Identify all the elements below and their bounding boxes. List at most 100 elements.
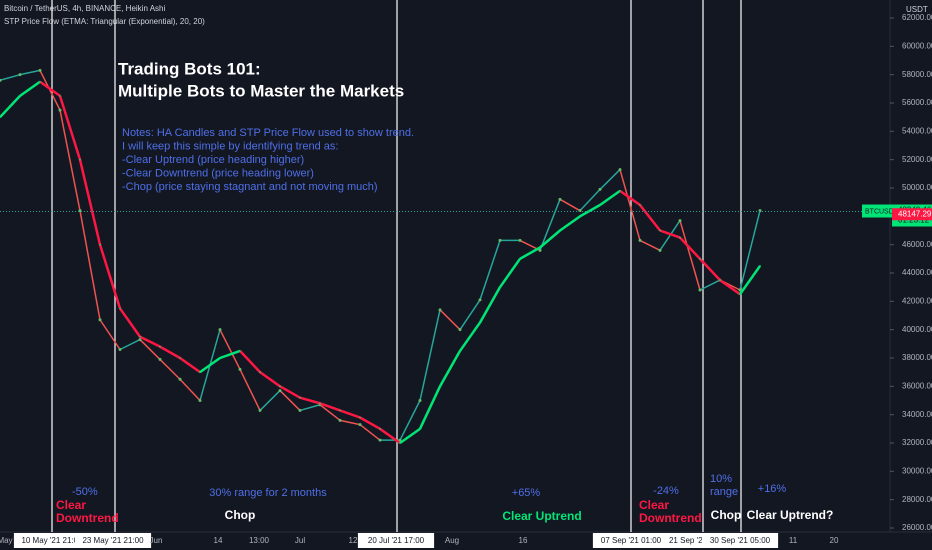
x-tick-label: 20 Jul '21 17:00 [368,536,425,545]
flow-segment [579,203,601,218]
point [719,279,721,281]
point [419,428,421,430]
y-tick-label: 36000.00 [902,381,932,390]
price-segment [119,338,141,351]
point [759,265,761,267]
flow-segment [699,257,721,281]
x-label-box [357,533,435,548]
point [219,357,221,359]
point [299,396,301,399]
price-segment [679,220,701,291]
flow-segment [118,307,142,338]
flow-segment [679,236,701,260]
flow-segment [639,204,661,232]
y-tick-label: 46000.00 [902,240,932,249]
x-tick-label: 07 Sep '21 01:00 [601,536,662,545]
price-segment [599,169,621,190]
y-tick-label: 44000.00 [902,268,932,277]
flow-segment [659,229,681,239]
flow-tag [892,208,932,221]
point [418,399,422,402]
point [58,108,62,112]
x-label-box [74,533,152,548]
flow-segment [519,246,541,260]
point [599,204,601,206]
annotation: 10% [710,473,732,485]
point [178,377,182,381]
price-segment [259,390,281,411]
price-segment [179,378,201,402]
flow-segment [98,244,122,309]
price-segment [659,220,681,251]
point [139,335,141,338]
point [698,288,702,292]
point [598,187,602,191]
x-tick-label: 23 May '21 21:00 [82,536,144,545]
point [0,116,1,118]
y-tick-label: 54000.00 [902,126,932,135]
flow-segment [339,409,361,419]
point [118,348,122,351]
annotation: Clear [56,498,86,512]
annotation: Clear Uptrend? [747,508,834,522]
point [559,229,561,232]
point [59,95,61,97]
point [19,95,21,97]
flow-segment [0,95,21,119]
point [79,158,81,161]
flow-segment [418,385,442,430]
price-segment [479,240,501,301]
annotation: Downtrend [639,511,702,525]
point [399,442,401,444]
price-segment [319,404,341,421]
x-tick-label: 16 [519,536,528,545]
point [38,68,42,72]
flow-segment [139,335,161,348]
point [78,209,82,213]
price-segment [559,198,581,212]
flow-segment [458,321,482,352]
point [659,229,661,232]
y-tick-label: 52000.00 [902,155,932,164]
flow-segment [559,215,581,232]
price-segment [739,210,761,291]
price-segment [99,319,121,350]
flow-segment [539,229,561,249]
point [159,345,161,348]
point [459,350,461,352]
x-tick-label: 21 Sep '21 [669,536,708,545]
price-segment [59,109,81,211]
point [378,438,382,442]
point [498,238,502,242]
price-segment [0,73,21,82]
price-segment [459,299,481,331]
point [618,168,622,172]
point [458,328,462,332]
title: Trading Bots 101: [118,59,261,78]
flow-segment [58,95,82,161]
point [259,371,261,373]
point [338,418,342,422]
point [199,371,201,373]
flow-segment [359,416,381,430]
price-segment [299,404,321,412]
flow-segment [78,159,102,245]
price-segment [419,309,441,401]
point [258,408,262,412]
annotation: +65% [512,487,541,499]
point [579,215,581,218]
x-label-box [592,533,670,548]
flow-segment [319,402,341,412]
annotation: Clear Uptrend [502,509,581,523]
note: -Chop (price staying stagnant and not mo… [122,181,378,193]
price-segment [399,400,421,441]
point [119,307,121,310]
point [198,399,202,402]
price-segment [359,423,381,441]
flow-segment [199,356,221,374]
annotation: +16% [758,483,787,495]
x-tick-label: May [0,536,13,545]
x-tick-label: Jul [295,536,305,545]
price-segment [699,279,721,291]
